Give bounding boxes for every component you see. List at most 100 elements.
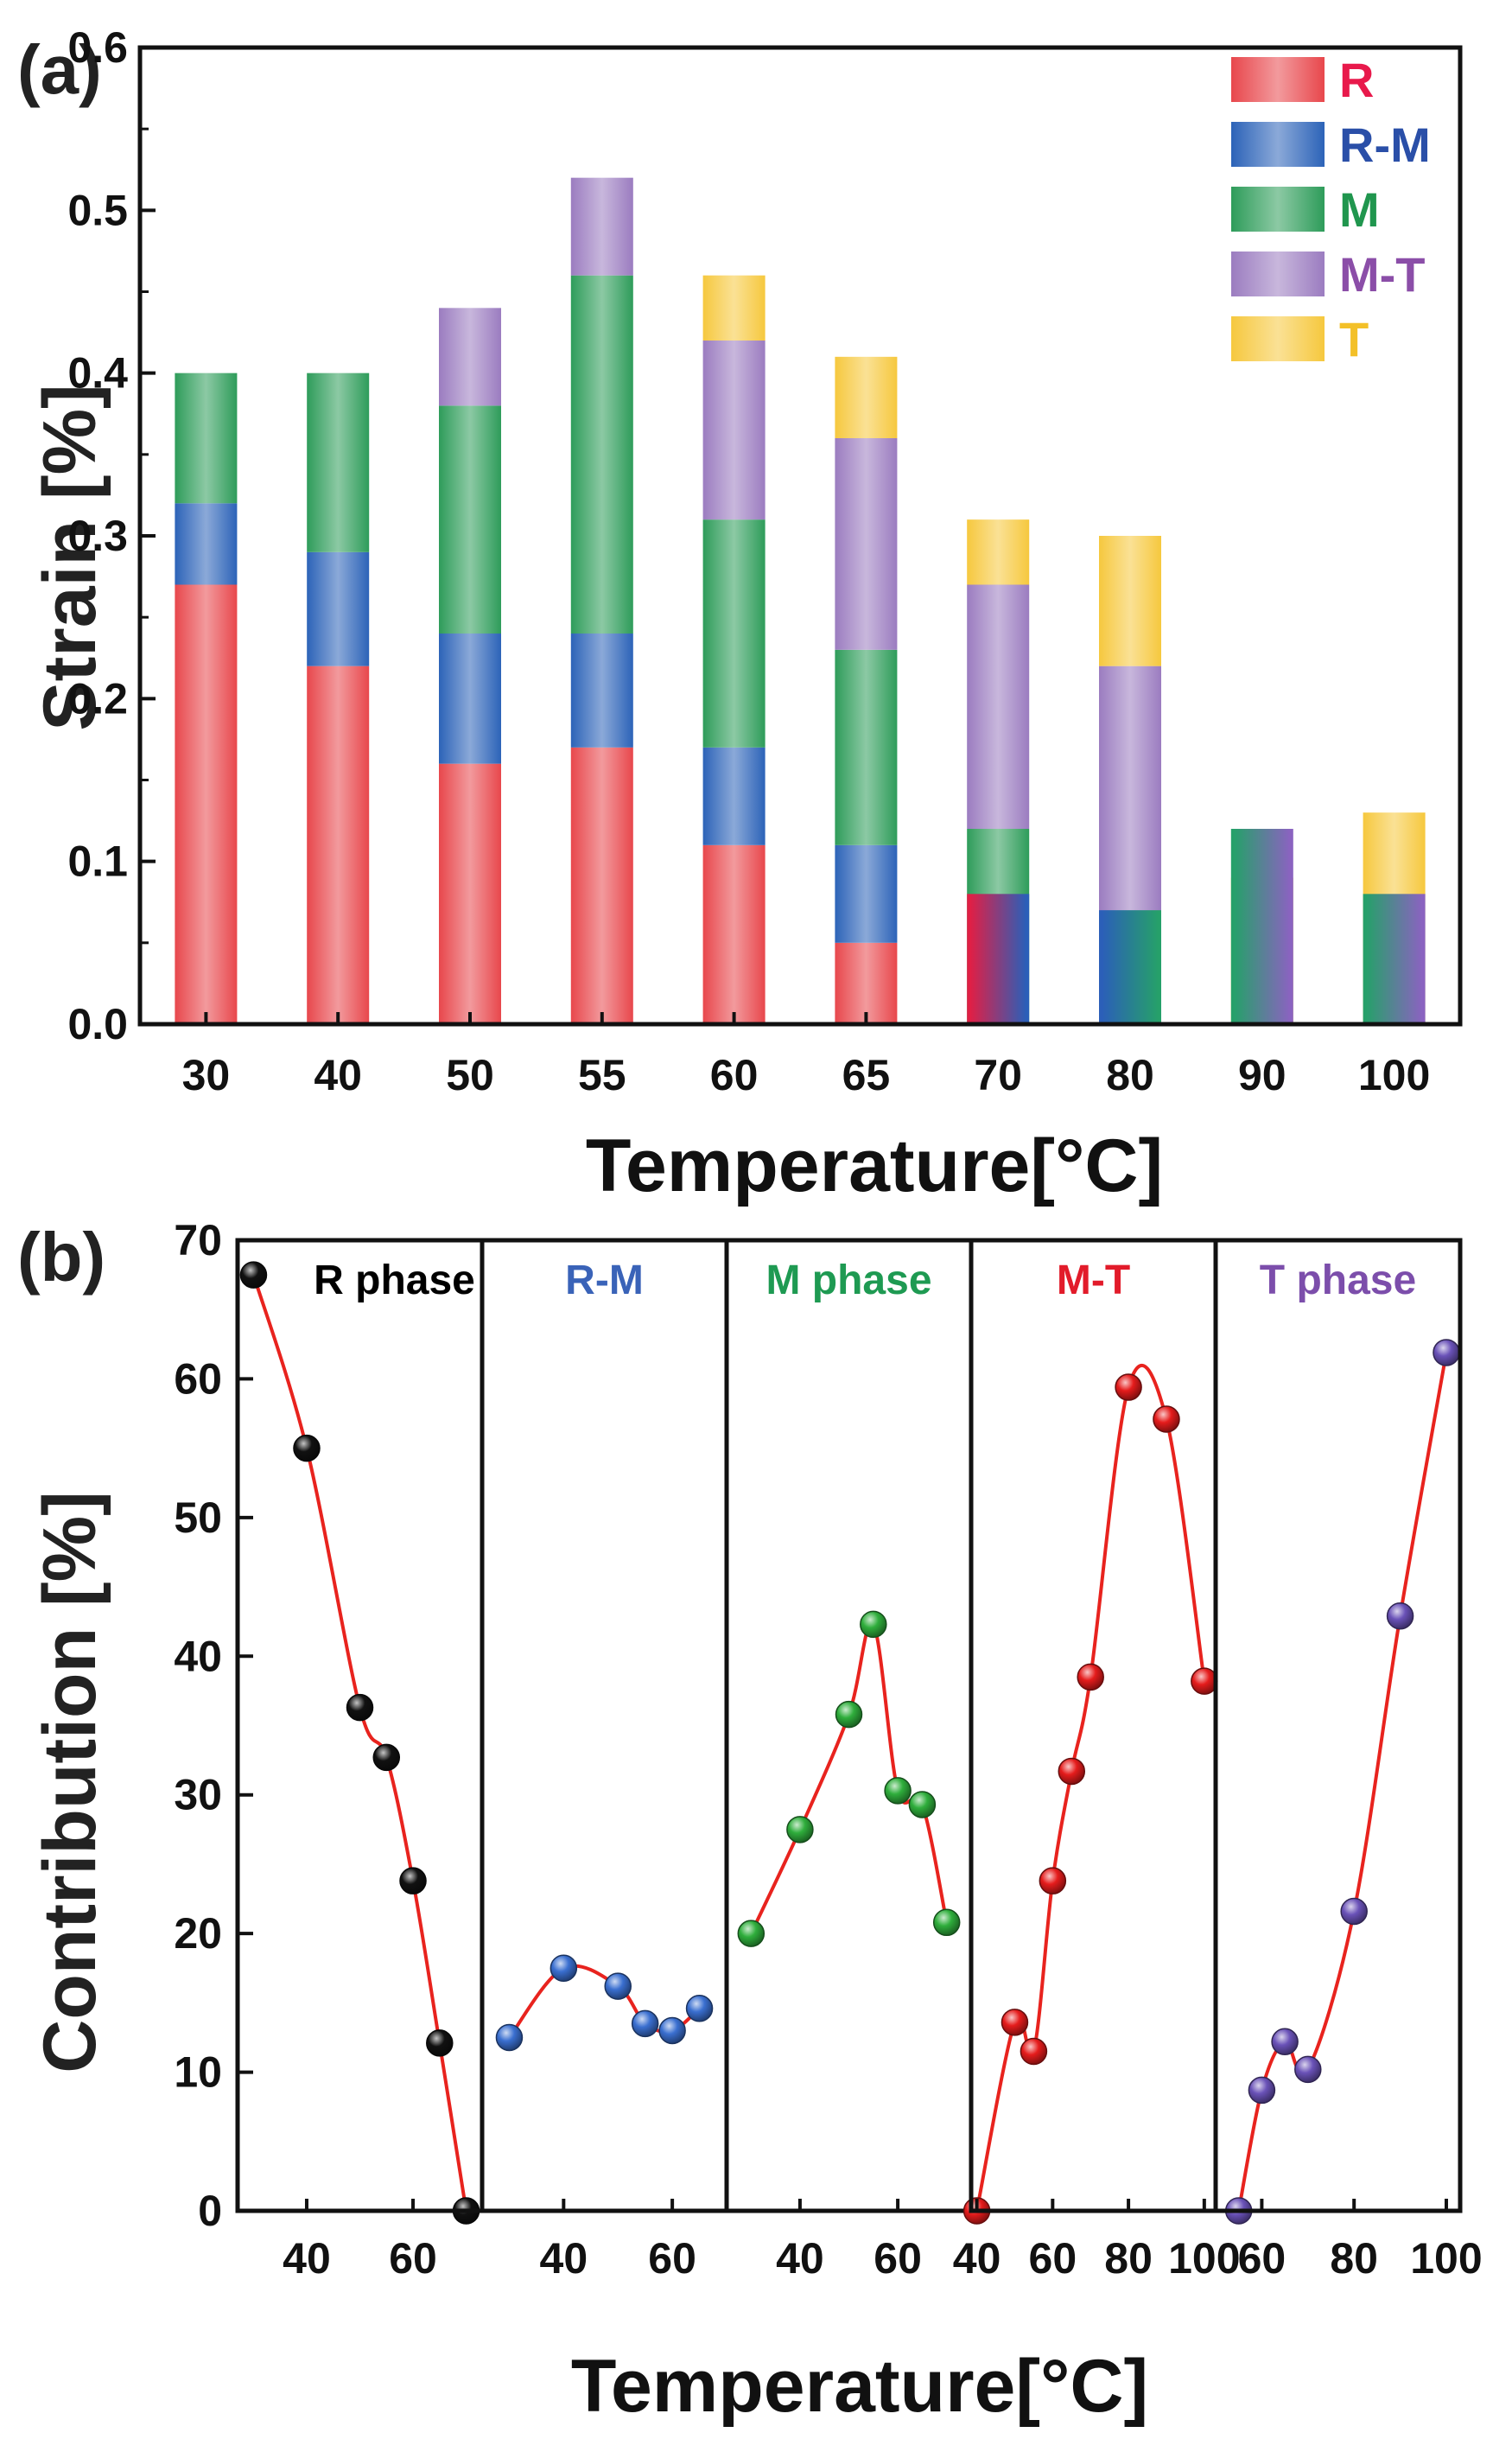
data-point [1058, 1757, 1086, 1786]
bar-r-m-40 [307, 551, 370, 666]
x-tick-label: 60 [710, 1051, 759, 1099]
y-tick-label: 50 [174, 1493, 222, 1542]
bar-r-m-50 [439, 634, 501, 764]
data-point [685, 1995, 714, 2022]
y-tick-label: 0.5 [67, 186, 128, 234]
legend-label-t: T [1339, 312, 1369, 366]
data-point [239, 1261, 268, 1289]
y-tick-label: 30 [174, 1771, 222, 1819]
bar-t-80 [1099, 536, 1161, 666]
x-tick-label: 40 [953, 2234, 1001, 2283]
bar-m-t-60 [702, 341, 766, 520]
data-point [1001, 2009, 1029, 2036]
data-point [860, 1610, 887, 1639]
subplot-frame [1213, 1238, 1463, 2213]
bar-r-m-55 [570, 634, 633, 748]
bar-mixed-70 [967, 894, 1030, 1024]
data-point [1115, 1373, 1142, 1401]
x-tick-label: 40 [776, 2234, 824, 2283]
plot-a-frame [137, 45, 1463, 1027]
y-tick-label: 0.0 [67, 1000, 128, 1048]
legend-label-r: R [1339, 53, 1374, 107]
bar-r-65 [835, 942, 898, 1024]
data-point [346, 1693, 374, 1722]
fit-line [251, 1274, 468, 2212]
panel-a-label: (a) [17, 31, 102, 108]
bar-r-50 [439, 763, 501, 1024]
x-tick-label: 80 [1330, 2234, 1378, 2283]
y-tick-label: 0.1 [67, 837, 128, 886]
data-point [426, 2029, 454, 2057]
legend-swatch-m-t [1231, 252, 1325, 296]
data-point [786, 1816, 814, 1844]
subplot-r-phase: 40 60 R phase [235, 1238, 485, 2283]
subplot-frame [480, 1238, 729, 2213]
x-tick-label: 40 [314, 1051, 362, 1099]
data-point [1340, 1897, 1368, 1926]
y-tick-label: 70 [174, 1216, 222, 1264]
data-point [1248, 2076, 1276, 2105]
y-tick-label: 40 [174, 1632, 222, 1680]
data-point [908, 1791, 937, 1818]
data-point [604, 1972, 632, 2000]
subplot-title: R phase [314, 1258, 475, 1303]
data-point [932, 1908, 961, 1937]
x-tick-label: 65 [842, 1051, 891, 1099]
x-tick-label: 70 [974, 1051, 1022, 1099]
subplot-frame [235, 1238, 485, 2213]
data-point [1020, 2037, 1048, 2066]
data-point [737, 1920, 766, 1947]
bar-r-30 [175, 584, 238, 1024]
subplot-m-t: 40 60 80 100 M-T [953, 1238, 1241, 2283]
legend-label-r-m: R-M [1339, 118, 1431, 172]
x-tick-label: 60 [1029, 2234, 1077, 2283]
data-point [399, 1867, 427, 1895]
fit-line [975, 1363, 1206, 2212]
data-point [835, 1700, 863, 1729]
y-tick-label: 0.3 [67, 512, 128, 560]
subplot-r-m: 40 60 R-M [480, 1238, 729, 2283]
data-point [1271, 2028, 1299, 2056]
bar-m-30 [175, 373, 238, 504]
y-tick-label: 60 [174, 1354, 222, 1403]
data-point [1386, 1602, 1414, 1630]
bar-m-t-65 [835, 438, 898, 650]
bar-r-60 [702, 844, 766, 1024]
y-tick-label: 10 [174, 2048, 222, 2097]
x-tick-label: 100 [1410, 2234, 1482, 2283]
data-point [1191, 1667, 1218, 1695]
bar-m-t-70 [967, 584, 1030, 829]
x-tick-label: 30 [182, 1051, 231, 1099]
legend-swatch-r-m [1231, 122, 1325, 167]
x-tick-label: 40 [283, 2234, 331, 2283]
x-tick-label: 100 [1168, 2234, 1240, 2283]
panel-a-ylabel: Strain [%] [29, 384, 111, 730]
bar-t-60 [702, 275, 766, 341]
data-point [1433, 1339, 1460, 1366]
y-tick-label: 0.4 [67, 349, 128, 398]
subplot-frame [969, 1238, 1218, 2213]
x-tick-label: 100 [1358, 1051, 1430, 1099]
bar-r-40 [307, 665, 370, 1024]
data-point [495, 2023, 524, 2052]
data-point [293, 1434, 321, 1462]
x-tick-label: 40 [540, 2234, 588, 2283]
bar-mixed-90 [1230, 829, 1293, 1024]
bar-m-60 [702, 519, 766, 748]
bar-mixed-100 [1363, 894, 1426, 1024]
x-tick-label: 90 [1238, 1051, 1286, 1099]
bar-r-55 [570, 747, 633, 1024]
panel-b-ylabel: Contribution [%] [29, 1491, 111, 2073]
fit-line [749, 1621, 949, 1934]
bar-mixed-80 [1099, 910, 1161, 1024]
data-point [1294, 2055, 1322, 2084]
y-tick-label: 0 [198, 2187, 222, 2235]
bar-m-40 [307, 373, 370, 552]
y-tick-label: 0.6 [67, 23, 128, 72]
data-point [1077, 1663, 1104, 1691]
x-tick-label: 60 [648, 2234, 696, 2283]
data-point [372, 1743, 401, 1772]
subplot-title: R-M [565, 1258, 644, 1303]
